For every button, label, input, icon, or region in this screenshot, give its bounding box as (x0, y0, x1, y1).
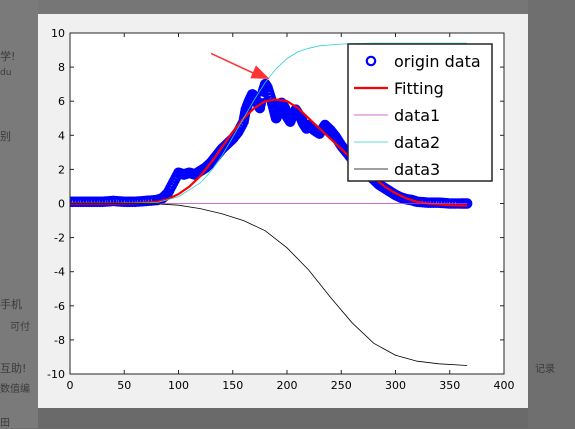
y-tick-label: 4 (58, 129, 65, 142)
x-tick-label: 0 (67, 379, 74, 392)
y-tick-label: 8 (58, 61, 65, 74)
x-tick-label: 350 (439, 379, 460, 392)
legend-label: origin data (394, 52, 481, 71)
y-tick-label: -4 (54, 266, 65, 279)
background-left-panel (0, 0, 38, 428)
x-tick-label: 300 (385, 379, 406, 392)
series-line-fitting (70, 98, 468, 207)
legend-swatch-origin-data (365, 55, 377, 67)
background-snippet: 记录 (535, 364, 555, 375)
background-snippet: 互助! (0, 362, 27, 375)
background-snippet: 可付 (10, 322, 30, 333)
x-tick-label: 400 (494, 379, 515, 392)
background-bottom-strip (38, 408, 528, 428)
background-snippet: 学! (0, 50, 16, 63)
legend-label: data2 (394, 133, 440, 152)
line-chart: 0 50 100 150 200 250 300 350 400 -10 -8 -6 -4 -2 0 2 4 6 8… (47, 27, 515, 392)
background-top-strip (38, 0, 528, 14)
background-snippet: du (0, 68, 12, 78)
x-tick-label: 150 (222, 379, 243, 392)
legend-label: Fitting (394, 79, 444, 98)
legend-label: data1 (394, 106, 440, 125)
x-tick-label: 200 (277, 379, 298, 392)
y-tick-label: 2 (58, 163, 65, 176)
x-tick-label: 100 (168, 379, 189, 392)
background-snippet: 手机 (0, 298, 22, 311)
background-right-panel (528, 0, 575, 428)
y-tick-label: 10 (51, 27, 65, 40)
background-snippet: 数值编 (0, 384, 30, 395)
background-snippet: 别 (0, 130, 11, 143)
x-tick-label: 50 (117, 379, 131, 392)
series-line-data3 (70, 203, 468, 366)
y-tick-label: -10 (47, 368, 65, 381)
background-snippet: 田 (0, 418, 10, 429)
y-tick-label: -8 (54, 334, 65, 347)
legend-label: data3 (394, 160, 440, 179)
annotation-arrow-shaft (210, 52, 260, 77)
x-tick-label: 250 (331, 379, 352, 392)
y-tick-label: -2 (54, 232, 65, 245)
y-tick-label: 6 (58, 95, 65, 108)
matlab-figure: 0 50 100 150 200 250 300 350 400 -10 -8 -6 -4 -2 0 2 4 6 8… (38, 14, 528, 408)
y-tick-label: 0 (58, 198, 65, 211)
y-tick-label: -6 (54, 300, 65, 313)
annotation-arrow-head (250, 65, 270, 80)
legend-box (347, 43, 493, 182)
